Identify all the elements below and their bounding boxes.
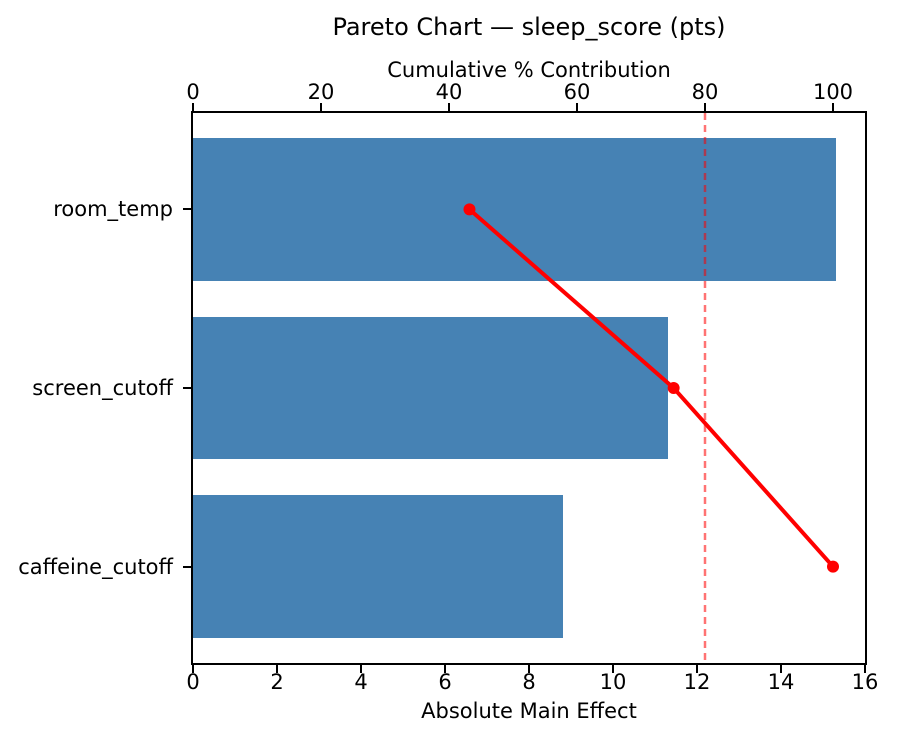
top-tick [320,103,322,111]
cumulative-line [468,207,835,568]
bottom-axis-label: Absolute Main Effect [421,699,637,723]
cumulative-point [827,560,839,573]
x-tick-label: 12 [683,670,711,694]
top-tick-label: 40 [435,80,463,104]
x-tick [192,665,194,673]
x-tick-label: 2 [270,670,284,694]
chart-title: Pareto Chart — sleep_score (pts) [332,13,726,41]
x-tick-label: 14 [767,670,795,694]
top-tick [576,103,578,111]
x-tick [780,665,782,673]
y-label-caffeine_cutoff: caffeine_cutoff [18,554,173,579]
y-tick [183,387,191,389]
cumulative-point [667,382,680,394]
x-tick [360,665,362,673]
cumulative-point [463,203,476,216]
y-tick [183,565,191,568]
top-tick-label: 60 [563,80,591,104]
top-tick [448,103,450,111]
x-tick [444,665,446,673]
x-tick-label: 10 [599,670,627,694]
y-tick [183,208,191,211]
top-tick [192,103,194,111]
y-label-room_temp: room_temp [53,197,173,222]
x-tick [528,665,530,673]
x-tick-label: 16 [851,670,879,694]
top-tick-label: 20 [307,80,335,104]
cumulative-line-layer [463,113,839,663]
top-axis-label: Cumulative % Contribution [387,58,671,82]
top-tick-label: 80 [691,80,719,104]
x-tick [276,665,278,673]
top-tick-label: 100 [812,80,854,104]
plot-area [191,111,867,665]
top-tick-label: 0 [186,80,200,104]
top-tick [704,103,706,111]
x-tick-label: 6 [438,670,452,694]
x-tick [864,665,866,673]
top-tick [832,103,834,111]
x-tick-label: 0 [186,670,200,694]
bar-screen_cutoff [193,316,668,460]
x-tick [612,665,614,673]
x-tick-label: 8 [522,670,536,694]
x-tick [696,665,698,673]
bar-room_temp [193,138,836,281]
x-tick-label: 4 [354,670,368,694]
y-label-screen_cutoff: screen_cutoff [32,376,173,400]
bar-caffeine_cutoff [193,495,563,638]
